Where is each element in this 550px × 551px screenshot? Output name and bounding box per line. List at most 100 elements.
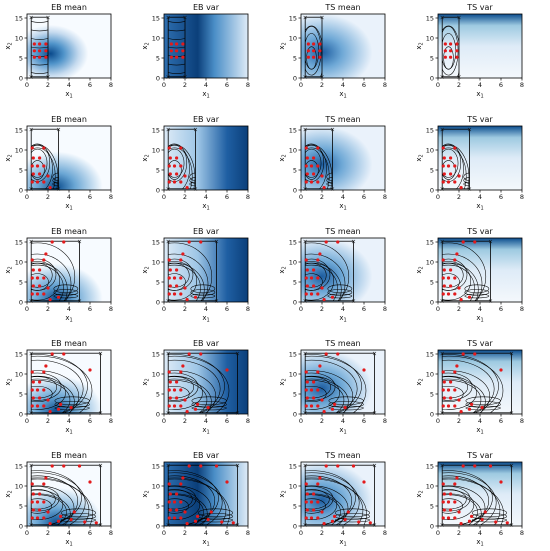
sample-point [470,514,474,519]
sample-point [32,49,36,53]
corner-marker: × [166,462,171,469]
sample-point [225,368,229,372]
contour-line [53,293,79,299]
corner-marker: × [440,238,445,245]
panel-title: TS var [466,339,493,348]
y-tick-label: 15 [289,126,297,134]
contour-line [168,29,185,32]
panel-title: EB mean [51,451,87,460]
panel-r2-0: × × × × EB mean 0 2 4 6 8 0 5 10 15 x1 x2 [4,115,113,212]
sample-point [312,49,316,53]
corner-marker: × [303,126,308,133]
x-tick-label: 8 [520,193,524,201]
sample-point [446,164,451,168]
x-tick-label: 4 [341,305,345,313]
panel-title: TS var [466,227,493,236]
search-region [441,16,460,78]
corner-marker: × [235,522,240,529]
sample-point [499,368,503,372]
y-tick-label: 5 [19,166,23,174]
x-axis-label: x1 [65,426,72,436]
panel-title: TS mean [324,227,360,236]
corner-marker: × [166,410,171,417]
contour-line [168,145,190,189]
corner-marker: × [29,186,34,193]
y-tick-label: 15 [15,350,23,358]
sample-point [42,516,46,520]
sample-point [59,402,63,406]
sample-point [443,49,447,53]
search-region [30,352,101,414]
y-tick-label: 5 [19,390,23,398]
sample-point [168,492,172,496]
corner-marker: × [440,298,445,305]
sample-point [167,388,171,392]
sample-point [449,396,453,400]
sample-point [459,410,463,414]
y-tick-label: 10 [289,370,297,378]
sample-point [467,407,472,411]
contour-line [442,147,467,189]
sample-point [306,55,310,59]
y-tick-label: 10 [289,482,297,490]
panel-r4-1: × × × × EB var 0 2 4 6 8 0 5 10 15 x1 x2 [141,339,250,436]
contour-line [305,242,350,301]
sample-point [172,276,177,280]
sample-point [35,180,40,184]
sample-point [48,410,52,414]
corner-marker: × [29,14,34,21]
y-tick-label: 10 [15,34,23,42]
sample-point [42,404,46,408]
y-axis-label: x2 [4,154,14,161]
sample-point [304,164,308,168]
y-axis-label: x2 [4,378,14,385]
contour-line [464,293,490,299]
x-tick-label: 8 [520,81,524,89]
contour-line [442,475,490,525]
sample-point [31,508,35,512]
y-tick-label: 15 [426,350,434,358]
sample-point [88,480,92,484]
y-tick-label: 0 [156,186,160,194]
corner-marker: × [467,126,472,133]
sample-point [38,284,42,288]
search-region [304,16,323,78]
panel-title: EB var [193,3,220,12]
contour-line [31,375,66,410]
sample-point [168,156,172,160]
sample-point [185,186,189,190]
x-tick-label: 2 [183,193,187,201]
x-tick-label: 8 [520,417,524,425]
contour-line [31,478,93,525]
corner-marker: × [303,410,308,417]
sample-point [304,404,308,408]
sample-point [455,42,459,46]
panel-r2-2: × × × × TS mean 0 2 4 6 8 0 5 10 15 x1 x2 [278,115,387,212]
y-tick-label: 0 [156,522,160,530]
sample-point [38,396,42,400]
sample-point [168,508,172,512]
contour-line [463,177,470,184]
x-tick-label: 0 [299,81,303,89]
x-tick-label: 6 [362,193,366,201]
sample-point [312,156,316,160]
corner-marker: × [166,186,171,193]
x-axis-label: x1 [339,426,346,436]
contour-line [305,258,331,291]
contour-line [305,375,340,410]
corner-marker: × [45,14,50,21]
sample-point [46,510,50,514]
contour-line [442,253,483,301]
contour-line [305,489,338,520]
y-tick-label: 5 [156,54,160,62]
sample-point [46,174,50,178]
sample-point [32,42,36,46]
sample-point [351,464,356,468]
y-tick-label: 5 [156,502,160,510]
panel-title: EB mean [51,115,87,124]
x-tick-label: 0 [25,417,29,425]
sample-point [333,514,337,519]
contour-line [168,148,185,178]
sample-point [44,42,48,46]
heatmap-field [27,14,111,78]
